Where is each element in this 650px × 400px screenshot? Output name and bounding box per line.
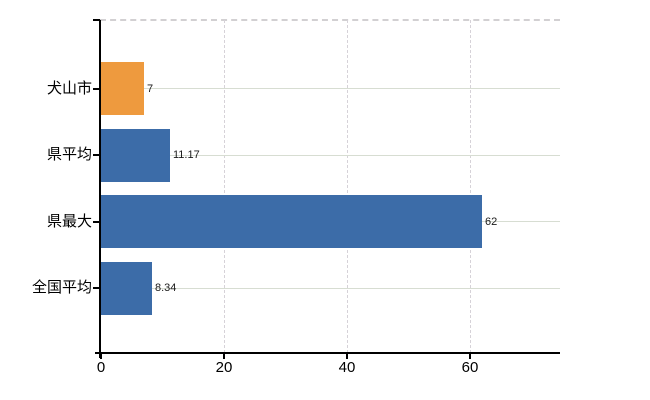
- bar-0: [101, 62, 144, 115]
- x-axis-tick-0: [100, 354, 102, 359]
- vertical-gridline-40: [347, 20, 348, 353]
- horizontal-gridline-3: [100, 287, 560, 289]
- x-axis-tick-label-40: 40: [338, 359, 356, 376]
- y-axis-tick-0: [93, 87, 100, 90]
- y-axis-top-tick: [93, 19, 100, 21]
- horizontal-gridline-0: [100, 88, 560, 89]
- y-axis-line: [99, 20, 101, 358]
- category-label-1: 県平均: [46, 146, 92, 163]
- bar-1: [101, 128, 170, 182]
- x-axis-line: [95, 352, 560, 354]
- x-axis-tick-label-60: 60: [461, 359, 479, 376]
- x-axis-tick-label-20: 20: [215, 359, 233, 376]
- plot-top-border: [100, 19, 560, 21]
- category-label-0: 犬山市: [46, 79, 92, 97]
- bar-3: [101, 261, 152, 315]
- bar-value-label-1: 11.17: [173, 149, 200, 161]
- category-label-2: 県最大: [46, 212, 92, 230]
- x-axis-tick-40: [346, 354, 348, 359]
- category-label-3: 全国平均: [31, 279, 92, 296]
- vertical-gridline-20: [224, 20, 225, 353]
- bar-2: [101, 195, 482, 248]
- bar-value-label-3: 8.34: [155, 282, 177, 294]
- y-axis-tick-2: [93, 220, 100, 223]
- horizontal-gridline-1: [100, 154, 560, 156]
- x-axis-tick-20: [223, 354, 225, 359]
- x-axis-tick-60: [469, 354, 471, 359]
- x-axis-tick-label-0: 0: [96, 359, 106, 376]
- bar-value-label-2: 62: [485, 215, 498, 228]
- y-axis-tick-3: [93, 287, 100, 289]
- y-axis-tick-1: [93, 154, 100, 156]
- bar-value-label-0: 7: [147, 82, 154, 95]
- vertical-gridline-60: [470, 20, 471, 353]
